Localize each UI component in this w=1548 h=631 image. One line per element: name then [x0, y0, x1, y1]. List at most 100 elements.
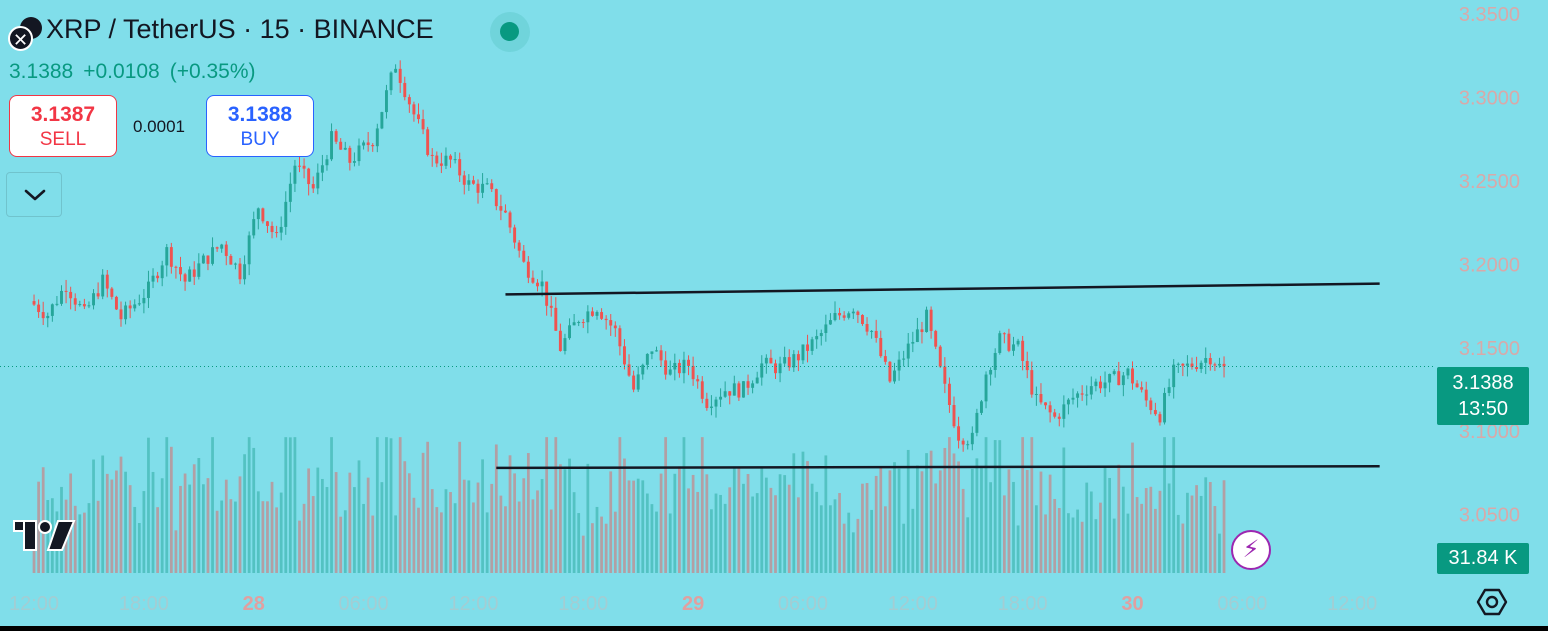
price-change-percent: (+0.35%): [169, 60, 256, 83]
candle-body: [133, 304, 137, 309]
volume-bar: [256, 491, 260, 573]
volume-bar: [407, 473, 411, 573]
lightning-icon[interactable]: ⚡: [1231, 530, 1271, 570]
volume-bar: [188, 484, 192, 573]
volume-bar: [737, 466, 741, 573]
candle-body: [673, 362, 677, 370]
volume-bar: [307, 468, 311, 573]
volume-bar: [508, 455, 512, 573]
candle-body: [865, 324, 869, 332]
candle-body: [439, 163, 443, 166]
volume-bar: [87, 503, 91, 573]
price-summary: 3.1388 +0.0108 (+0.35%): [9, 60, 266, 84]
volume-bar: [192, 464, 196, 573]
volume-bar: [797, 497, 800, 573]
candle-body: [211, 247, 215, 264]
volume-bar: [220, 500, 224, 573]
symbol-title[interactable]: XRP / TetherUS · 15 · BINANCE: [46, 14, 434, 44]
candle-body: [796, 354, 800, 361]
settings-icon[interactable]: [1476, 586, 1508, 618]
candle-body: [499, 206, 503, 211]
candle-body: [531, 277, 535, 283]
volume-bar: [371, 515, 375, 573]
volume-bar: [353, 487, 356, 573]
candle-body: [430, 154, 434, 156]
volume-bar: [659, 473, 663, 573]
candle-body: [659, 350, 663, 361]
volume-bar: [435, 507, 439, 573]
volume-bar: [1007, 469, 1011, 573]
candle-body: [192, 269, 196, 277]
candle-body: [513, 227, 517, 243]
buy-button[interactable]: 3.1388 BUY: [206, 95, 314, 157]
candle-body: [915, 329, 919, 343]
candle-body: [206, 255, 210, 264]
volume-bar: [499, 495, 503, 573]
candle-body: [842, 315, 846, 318]
volume-bar: [211, 437, 214, 573]
volume-bar: [389, 438, 393, 573]
volume-bar: [774, 495, 777, 573]
candle-body: [957, 426, 961, 441]
candle-body: [998, 333, 1002, 353]
candle-body: [101, 274, 105, 297]
volume-bar: [623, 458, 626, 573]
candle-body: [275, 232, 279, 234]
candle-body: [458, 159, 462, 176]
volume-bar: [925, 453, 928, 573]
volume-bar: [778, 474, 782, 573]
market-status-dot[interactable]: [500, 22, 519, 41]
candle-body: [270, 225, 274, 233]
candle-body: [476, 183, 480, 193]
volume-bar: [723, 503, 727, 573]
candle-body: [146, 281, 150, 298]
time-axis-label: 29: [682, 593, 704, 615]
candle-body: [1167, 387, 1171, 393]
volume-bar: [801, 451, 805, 573]
candle-body: [375, 128, 379, 147]
candle-body: [1195, 366, 1199, 370]
volume-bar: [1085, 482, 1089, 573]
volume-bar: [1035, 505, 1038, 573]
last-price: 3.1388: [9, 60, 74, 83]
candle-body: [920, 329, 924, 333]
candle-body: [993, 352, 997, 370]
volume-bar: [325, 487, 329, 573]
volume-bar: [288, 437, 292, 573]
candle-body: [165, 247, 169, 266]
candle-body: [1021, 340, 1025, 361]
candle-body: [536, 282, 539, 287]
volume-bar: [1094, 519, 1098, 573]
collapse-button[interactable]: [6, 172, 62, 217]
volume-bar: [284, 437, 288, 573]
candle-body: [1181, 363, 1185, 366]
close-icon[interactable]: ✕: [8, 26, 33, 51]
volume-bar: [385, 437, 388, 573]
volume-bar: [764, 477, 768, 573]
candle-body: [352, 161, 356, 163]
candle-body: [380, 112, 384, 129]
candle-body: [302, 165, 306, 169]
candle-body: [824, 324, 828, 334]
candle-body: [119, 309, 123, 320]
candle-body: [687, 359, 691, 366]
volume-bar: [481, 459, 484, 573]
volume-bar: [929, 450, 933, 573]
time-axis-label: 06:00: [339, 593, 389, 615]
sell-button[interactable]: 3.1387 SELL: [9, 95, 117, 157]
volume-bar: [632, 480, 635, 573]
volume-bar: [1016, 525, 1020, 573]
candle-body: [348, 147, 352, 163]
volume-bar: [851, 532, 855, 573]
candle-body: [1204, 358, 1208, 363]
volume-bar: [1158, 490, 1162, 573]
candle-body: [311, 184, 315, 189]
candle-body: [609, 320, 613, 326]
candle-body: [1048, 405, 1052, 413]
candle-body: [394, 68, 398, 73]
volume-bar: [641, 480, 645, 573]
volume-bar: [513, 473, 516, 573]
volume-bar: [993, 440, 997, 573]
candle-body: [339, 141, 343, 150]
